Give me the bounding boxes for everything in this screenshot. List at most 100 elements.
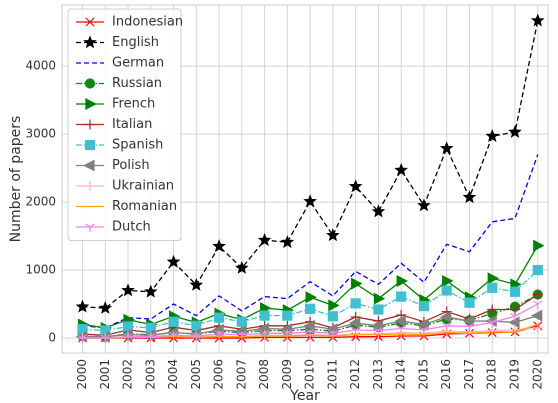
marker xyxy=(259,329,270,339)
marker xyxy=(100,334,111,344)
marker xyxy=(394,163,408,176)
marker xyxy=(98,301,113,314)
marker xyxy=(532,264,543,276)
marker xyxy=(487,282,498,293)
marker xyxy=(214,330,224,339)
marker xyxy=(85,223,95,232)
marker xyxy=(168,331,179,341)
marker xyxy=(328,329,338,339)
marker xyxy=(439,141,454,155)
x-tick-label: 2004 xyxy=(166,359,180,390)
marker xyxy=(510,312,520,322)
marker xyxy=(508,316,520,329)
marker xyxy=(98,330,110,343)
x-axis-label: Year xyxy=(289,388,320,403)
marker xyxy=(305,328,315,337)
x-tick-label: 2015 xyxy=(416,359,430,390)
marker xyxy=(235,260,249,274)
legend-label: Spanish xyxy=(112,138,163,153)
marker xyxy=(303,319,315,332)
marker xyxy=(84,139,96,151)
x-tick-label: 2018 xyxy=(485,359,499,390)
x-tick-label: 2020 xyxy=(530,359,544,390)
marker xyxy=(417,318,429,331)
marker xyxy=(257,322,270,335)
marker xyxy=(373,327,384,336)
marker xyxy=(396,274,408,287)
marker xyxy=(396,291,407,302)
marker xyxy=(394,315,406,328)
marker xyxy=(419,326,429,335)
marker xyxy=(396,325,407,334)
marker xyxy=(83,159,95,172)
marker xyxy=(84,78,96,89)
marker xyxy=(143,284,158,298)
x-tick-label: 2002 xyxy=(121,359,135,390)
marker xyxy=(257,233,272,246)
series-line xyxy=(82,154,539,329)
marker xyxy=(348,317,361,330)
x-tick-label: 2003 xyxy=(143,359,157,390)
marker xyxy=(236,331,247,340)
marker xyxy=(530,13,545,27)
marker xyxy=(439,310,452,323)
marker xyxy=(282,310,293,321)
series-line xyxy=(82,20,539,309)
y-tick-label: 4000 xyxy=(25,59,56,73)
marker xyxy=(530,309,543,322)
legend-label: Romanian xyxy=(112,199,177,214)
marker xyxy=(213,312,225,323)
legend-frame xyxy=(67,8,182,241)
marker xyxy=(485,129,500,142)
marker xyxy=(145,333,156,342)
marker xyxy=(351,277,363,290)
marker xyxy=(464,297,475,308)
x-tick-label: 2010 xyxy=(303,359,317,390)
marker xyxy=(212,239,226,253)
marker xyxy=(532,289,543,300)
marker xyxy=(280,235,295,248)
x-tick-label: 2000 xyxy=(75,359,89,390)
marker xyxy=(259,310,270,321)
marker xyxy=(305,303,316,314)
marker xyxy=(373,292,386,305)
marker xyxy=(441,322,452,331)
marker xyxy=(305,291,317,304)
x-tick-label: 2012 xyxy=(348,359,362,390)
x-tick-label: 2013 xyxy=(371,359,385,390)
marker xyxy=(328,299,340,312)
marker xyxy=(191,332,202,342)
x-tick-label: 2016 xyxy=(439,359,453,390)
x-tick-label: 2005 xyxy=(189,359,203,390)
legend-label: Russian xyxy=(112,76,162,91)
marker xyxy=(508,124,522,138)
y-tick-label: 0 xyxy=(48,331,56,345)
legend-label: Ukrainian xyxy=(112,179,174,194)
x-tick-label: 2019 xyxy=(507,359,521,390)
marker xyxy=(373,304,384,315)
x-tick-label: 2001 xyxy=(98,359,112,390)
y-tick-label: 3000 xyxy=(25,127,56,141)
legend-label: Polish xyxy=(112,158,150,173)
marker xyxy=(282,329,293,339)
marker xyxy=(236,316,247,327)
x-tick-label: 2009 xyxy=(280,359,294,390)
legend-label: Dutch xyxy=(112,220,151,235)
marker xyxy=(487,304,498,315)
marker xyxy=(83,35,97,49)
marker xyxy=(533,239,545,252)
legend-label: English xyxy=(112,35,159,50)
marker xyxy=(509,304,520,315)
marker xyxy=(464,322,475,332)
marker xyxy=(168,316,179,327)
marker xyxy=(77,334,88,344)
marker xyxy=(371,204,386,218)
marker xyxy=(166,254,181,268)
marker xyxy=(75,330,88,343)
marker xyxy=(85,98,97,110)
marker xyxy=(85,181,95,191)
marker xyxy=(303,194,317,208)
marker xyxy=(462,190,477,204)
